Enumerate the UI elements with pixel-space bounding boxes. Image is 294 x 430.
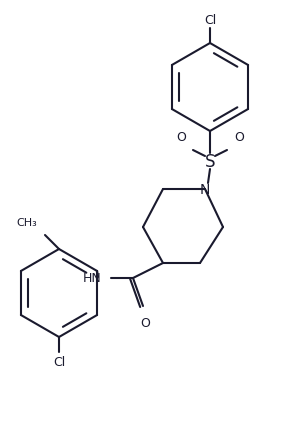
Text: N: N	[200, 183, 210, 197]
Text: CH₃: CH₃	[16, 218, 37, 227]
Text: Cl: Cl	[204, 14, 216, 27]
Text: HN: HN	[82, 272, 101, 285]
Text: Cl: Cl	[53, 355, 65, 368]
Text: O: O	[140, 316, 150, 329]
Text: O: O	[176, 131, 186, 144]
Text: S: S	[205, 153, 215, 171]
Text: O: O	[234, 131, 244, 144]
